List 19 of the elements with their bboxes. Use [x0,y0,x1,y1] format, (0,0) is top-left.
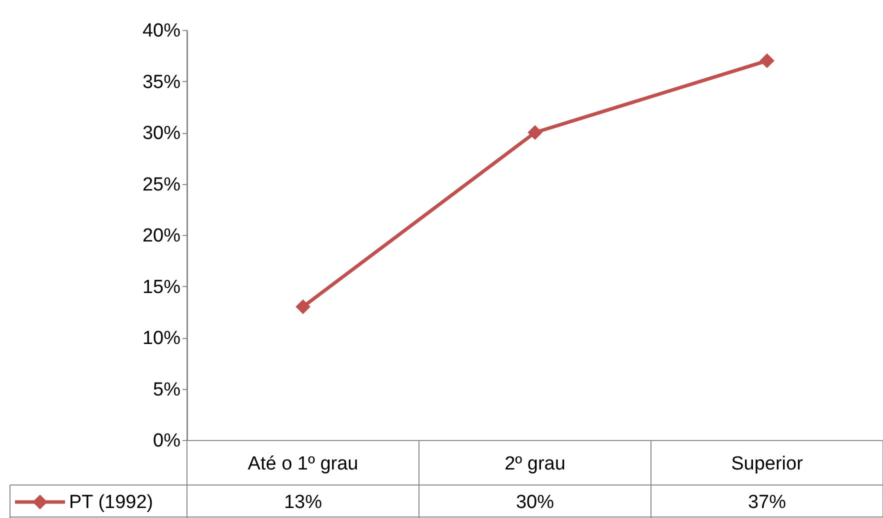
y-tick-label: 10% [142,328,181,349]
y-tick-label: 30% [142,123,181,144]
y-tick-label: 25% [142,174,181,196]
x-tick-label: 2º grau [504,454,566,474]
legend-label: PT (1992) [69,492,154,513]
point [528,125,542,140]
y-tick-label: 35% [142,72,181,93]
data-label: 13% [284,492,322,513]
point [760,53,774,68]
point [296,299,310,314]
data-label: 30% [516,492,554,513]
y-tick-label: 20% [142,226,181,246]
y-tick-label: 5% [153,379,181,400]
y-tick-label: 0% [153,430,181,452]
y-tick-label: 15% [142,276,181,298]
x-tick-label: Superior [731,454,804,474]
data-label: 37% [748,492,786,513]
x-tick-label: Até o 1º grau [248,454,358,474]
y-tick-label: 40% [142,20,181,42]
